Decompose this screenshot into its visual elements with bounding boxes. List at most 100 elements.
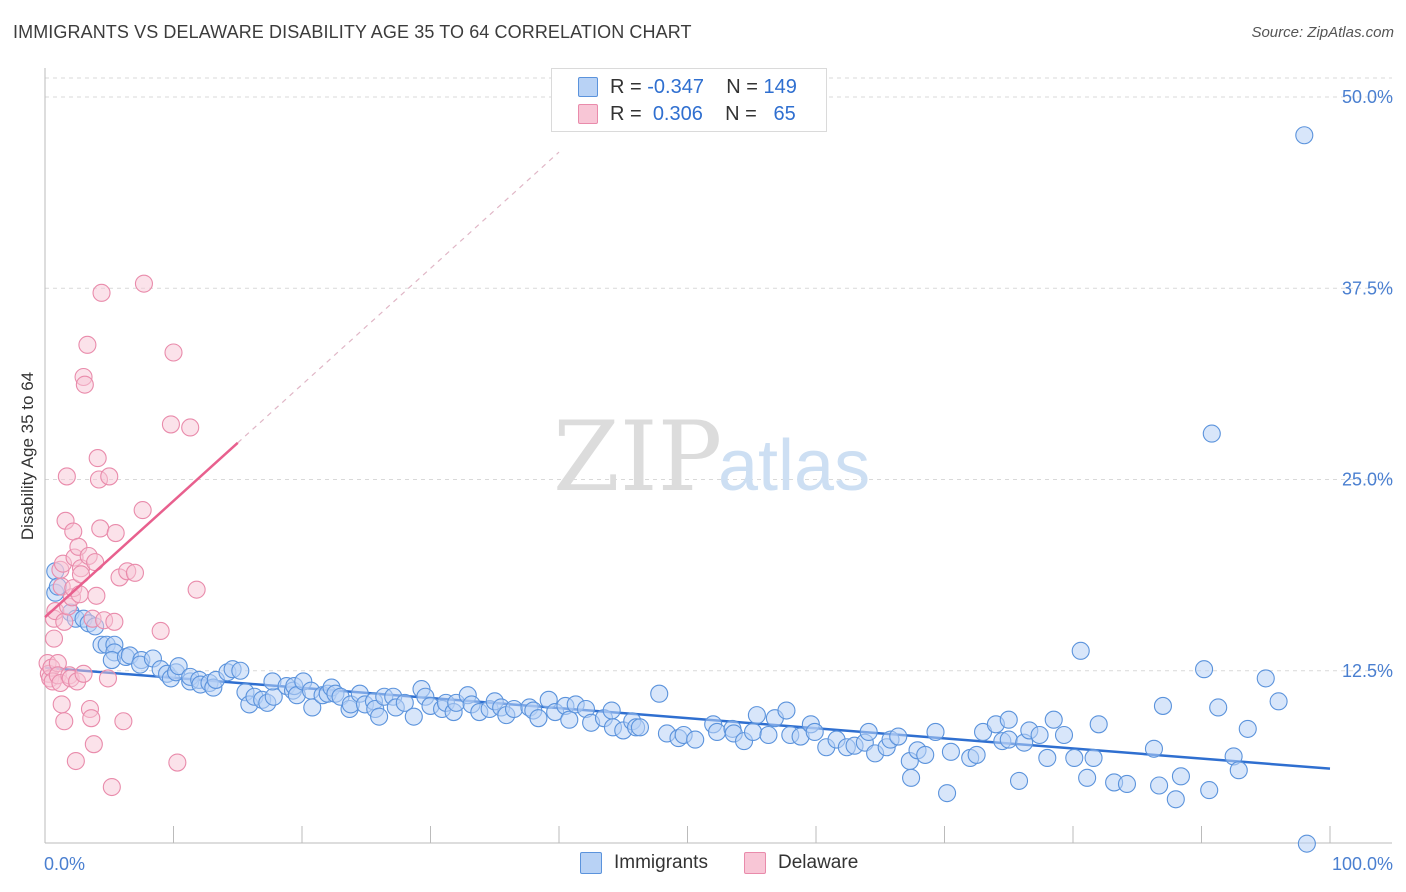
data-point-delaware bbox=[74, 664, 93, 683]
y-axis-label: Disability Age 35 to 64 bbox=[18, 372, 37, 540]
data-point-delaware bbox=[134, 274, 153, 293]
data-point-immigrants bbox=[529, 709, 548, 728]
data-point-delaware bbox=[88, 449, 107, 468]
data-point-delaware bbox=[181, 418, 200, 437]
data-point-immigrants bbox=[1044, 710, 1063, 729]
series-delaware bbox=[38, 274, 239, 797]
legend-item-immigrants: Immigrants bbox=[580, 852, 708, 874]
data-point-immigrants bbox=[938, 784, 957, 803]
data-point-delaware bbox=[114, 712, 133, 731]
data-point-delaware bbox=[92, 283, 111, 302]
correlation-legend: R = -0.347 N = 149 R = 0.306 N = 65 bbox=[551, 68, 827, 132]
data-point-delaware bbox=[187, 580, 206, 599]
legend-r-label: R = bbox=[610, 75, 642, 98]
y-tick-label: 50.0% bbox=[1342, 87, 1393, 107]
data-point-immigrants bbox=[941, 742, 960, 761]
legend-swatch-delaware bbox=[578, 104, 598, 124]
data-point-immigrants bbox=[805, 722, 824, 742]
data-point-delaware bbox=[102, 777, 121, 797]
legend-n-label: N = bbox=[726, 75, 758, 98]
data-point-delaware bbox=[44, 629, 64, 648]
y-tick-label: 12.5% bbox=[1342, 661, 1393, 681]
data-point-immigrants bbox=[747, 706, 766, 725]
data-point-immigrants bbox=[1153, 696, 1172, 715]
data-point-immigrants bbox=[1195, 660, 1214, 679]
data-point-immigrants bbox=[1209, 698, 1228, 717]
data-point-immigrants bbox=[1065, 748, 1084, 768]
data-point-delaware bbox=[133, 501, 152, 520]
data-point-immigrants bbox=[303, 698, 322, 717]
y-tick-label: 37.5% bbox=[1342, 278, 1393, 298]
watermark-atlas: atlas bbox=[718, 426, 870, 506]
data-point-immigrants bbox=[859, 722, 878, 742]
data-point-immigrants bbox=[650, 684, 669, 703]
data-point-delaware bbox=[66, 751, 85, 771]
data-point-delaware bbox=[55, 712, 74, 731]
data-point-immigrants bbox=[1009, 771, 1029, 790]
data-point-delaware bbox=[151, 621, 170, 641]
data-point-immigrants bbox=[1144, 739, 1164, 758]
data-point-immigrants bbox=[1295, 126, 1314, 145]
x-tick-label-right: 100.0% bbox=[1332, 854, 1393, 874]
data-point-immigrants bbox=[967, 745, 986, 764]
legend-n-label: N = bbox=[725, 102, 757, 125]
data-point-immigrants bbox=[999, 710, 1018, 729]
source-label: Source: ZipAtlas.com bbox=[1251, 24, 1394, 41]
chart-title: IMMIGRANTS VS DELAWARE DISABILITY AGE 35… bbox=[13, 22, 692, 42]
legend-swatch-immigrants bbox=[578, 77, 598, 97]
legend-swatch-immigrants bbox=[580, 852, 602, 874]
data-point-immigrants bbox=[1202, 424, 1221, 443]
data-point-delaware bbox=[57, 467, 76, 486]
data-point-delaware bbox=[70, 585, 89, 604]
legend-n-value: 149 bbox=[763, 75, 797, 98]
data-point-delaware bbox=[125, 563, 144, 582]
data-point-immigrants bbox=[1117, 774, 1137, 794]
data-point-immigrants bbox=[777, 701, 796, 720]
data-point-immigrants bbox=[602, 701, 621, 720]
data-point-immigrants bbox=[1256, 669, 1275, 688]
legend-r-label: R = bbox=[610, 102, 642, 125]
legend-n-value: 65 bbox=[773, 102, 796, 125]
trend-lines bbox=[44, 151, 1331, 770]
data-point-delaware bbox=[105, 612, 124, 631]
data-point-immigrants bbox=[686, 730, 705, 749]
data-point-immigrants bbox=[1166, 790, 1185, 809]
data-point-delaware bbox=[52, 695, 71, 714]
data-point-immigrants bbox=[1269, 692, 1288, 711]
axes bbox=[44, 68, 1392, 844]
x-tick-label-left: 0.0% bbox=[44, 854, 85, 874]
watermark-zip: ZIP bbox=[553, 401, 722, 513]
data-point-immigrants bbox=[1030, 725, 1049, 745]
data-point-immigrants bbox=[743, 722, 763, 742]
data-point-immigrants bbox=[1171, 767, 1190, 786]
data-point-immigrants bbox=[1089, 715, 1108, 734]
data-point-immigrants bbox=[926, 722, 945, 742]
data-point-immigrants bbox=[999, 730, 1018, 749]
data-point-delaware bbox=[98, 669, 118, 688]
tick-labels: 12.5% 25.0% 37.5% 50.0% 0.0% 100.0% bbox=[44, 87, 1393, 874]
data-point-immigrants bbox=[1054, 725, 1074, 745]
data-point-immigrants bbox=[1200, 781, 1219, 800]
data-point-delaware bbox=[71, 565, 91, 584]
trend-line-delaware-extension bbox=[237, 151, 560, 444]
data-point-immigrants bbox=[916, 745, 935, 764]
data-point-immigrants bbox=[630, 718, 650, 737]
data-point-delaware bbox=[91, 519, 110, 538]
data-point-delaware bbox=[82, 709, 101, 728]
data-point-delaware bbox=[168, 753, 187, 772]
data-point-immigrants bbox=[902, 768, 921, 787]
trend-line-immigrants bbox=[44, 666, 1331, 770]
data-point-immigrants bbox=[504, 699, 524, 719]
data-point-delaware bbox=[106, 523, 125, 543]
watermark: ZIP atlas bbox=[553, 401, 870, 513]
data-point-delaware bbox=[161, 415, 180, 434]
data-point-delaware bbox=[100, 467, 119, 486]
data-point-immigrants bbox=[169, 657, 188, 676]
data-point-immigrants bbox=[1078, 768, 1097, 787]
legend-label-delaware: Delaware bbox=[778, 852, 859, 873]
data-point-delaware bbox=[78, 335, 97, 354]
data-point-immigrants bbox=[889, 727, 908, 746]
data-point-immigrants bbox=[1084, 748, 1103, 768]
data-point-immigrants bbox=[1071, 641, 1090, 660]
